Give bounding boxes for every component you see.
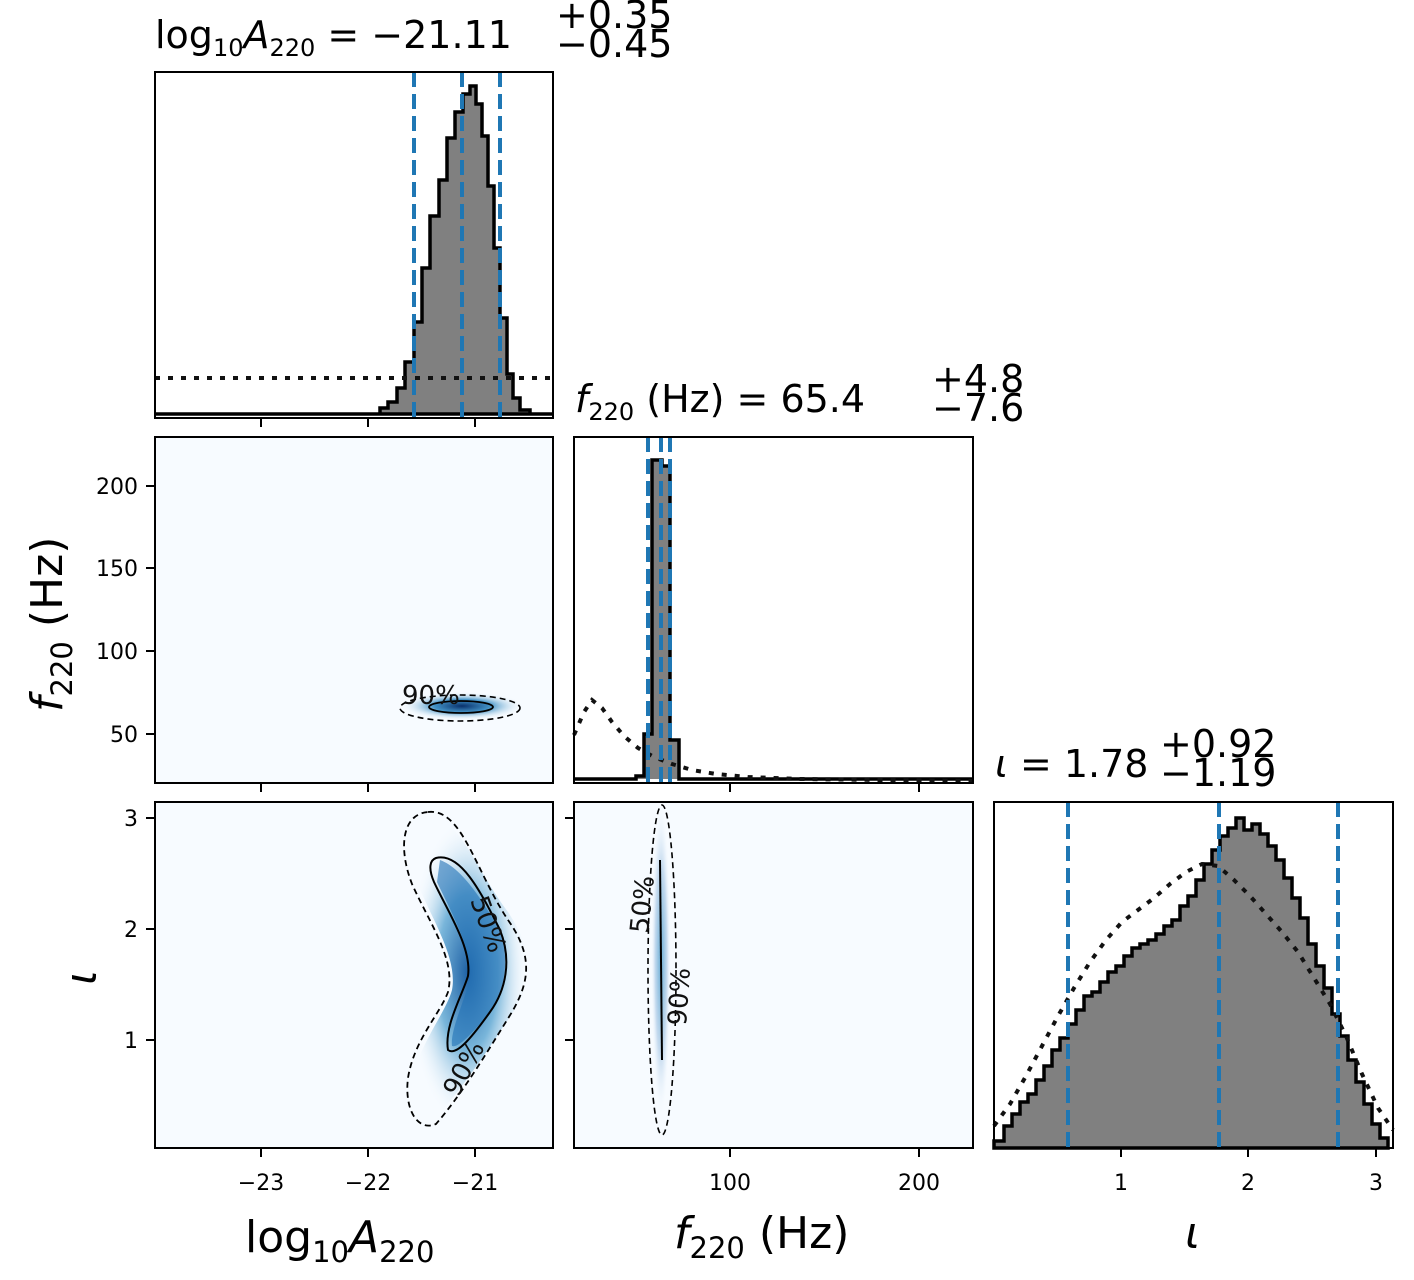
title-f220-lower-error: −7.6 xyxy=(932,386,1024,430)
contour-label-50-f220-iota: 50% xyxy=(625,874,661,935)
title-f220: f220 (Hz) = 65.4 xyxy=(575,377,865,426)
title-log-a220-upper-error: +0.35 xyxy=(556,0,672,37)
y-axis-iota: 1 2 3 xyxy=(124,807,574,1054)
title-iota-lower-error: −1.19 xyxy=(1160,751,1276,795)
contour-90-log-a220-iota xyxy=(403,811,527,1127)
y-tick-iota: 3 xyxy=(124,807,138,832)
contour-label-90-f220-iota: 90% xyxy=(663,967,697,1027)
density-core-log-a220-iota xyxy=(437,860,506,1047)
contour-50-f220-iota xyxy=(659,859,663,1061)
y-axis-title-iota: ι xyxy=(56,970,107,985)
posterior-histogram-iota xyxy=(992,816,1390,1150)
x-axis-log-a220: −23 −22 −21 xyxy=(238,1148,498,1196)
title-f220-upper-error: +4.8 xyxy=(932,357,1024,401)
x-tick-log-a220: −22 xyxy=(345,1171,391,1196)
panel-marginal-log-a220 xyxy=(154,71,554,427)
x-tick-f220: 200 xyxy=(898,1171,940,1196)
contour-label-90-log-a220-f220: 90% xyxy=(402,681,460,711)
prior-line-iota xyxy=(992,861,1395,1132)
x-tick-log-a220: −23 xyxy=(238,1171,284,1196)
x-tick-f220: 100 xyxy=(709,1171,751,1196)
panel-2d-f220-vs-iota: 50% 90% xyxy=(573,801,974,1149)
x-tick-iota: 3 xyxy=(1369,1171,1383,1196)
x-axis-title-log-a220: log10A220 xyxy=(245,1212,434,1269)
title-iota-upper-error: +0.92 xyxy=(1160,722,1276,766)
x-tick-iota: 1 xyxy=(1114,1171,1128,1196)
panel-2d-log-a220-vs-f220: 90% xyxy=(146,436,554,792)
title-log-a220-lower-error: −0.45 xyxy=(556,22,672,66)
y-tick-f220: 150 xyxy=(96,557,138,582)
x-axis-title-iota: ι xyxy=(1185,1208,1200,1259)
x-tick-iota: 2 xyxy=(1241,1171,1255,1196)
y-tick-iota: 2 xyxy=(124,918,138,943)
contour-90-f220-iota xyxy=(647,804,677,1136)
panel-marginal-f220 xyxy=(572,436,974,792)
y-tick-f220: 100 xyxy=(96,640,138,665)
x-axis-f220: 100 200 xyxy=(709,1148,940,1196)
title-iota: ι = 1.78 xyxy=(995,742,1148,786)
contour-90-log-a220-f220 xyxy=(399,694,521,722)
y-tick-f220: 200 xyxy=(96,475,138,500)
x-tick-log-a220: −21 xyxy=(452,1171,498,1196)
prior-line-f220 xyxy=(572,697,974,783)
x-axis-title-f220: f220 (Hz) xyxy=(674,1208,849,1265)
y-axis-title-f220: f220 (Hz) xyxy=(22,537,79,712)
x-axis-iota: 1 2 3 xyxy=(1114,1148,1383,1196)
y-axis-f220: 200 150 100 50 xyxy=(96,475,138,748)
title-log-a220: log10A220 = −21.11 xyxy=(155,13,512,62)
posterior-histogram-f220 xyxy=(574,458,973,781)
panel-2d-log-a220-vs-iota: 50% 90% xyxy=(154,801,554,1149)
y-tick-f220: 50 xyxy=(110,723,138,748)
y-tick-iota: 1 xyxy=(124,1029,138,1054)
contour-50-log-a220-iota xyxy=(429,856,508,1053)
panel-marginal-iota xyxy=(992,801,1395,1150)
density-blob-log-a220-f220 xyxy=(400,692,524,720)
contour-50-log-a220-f220 xyxy=(428,700,494,714)
